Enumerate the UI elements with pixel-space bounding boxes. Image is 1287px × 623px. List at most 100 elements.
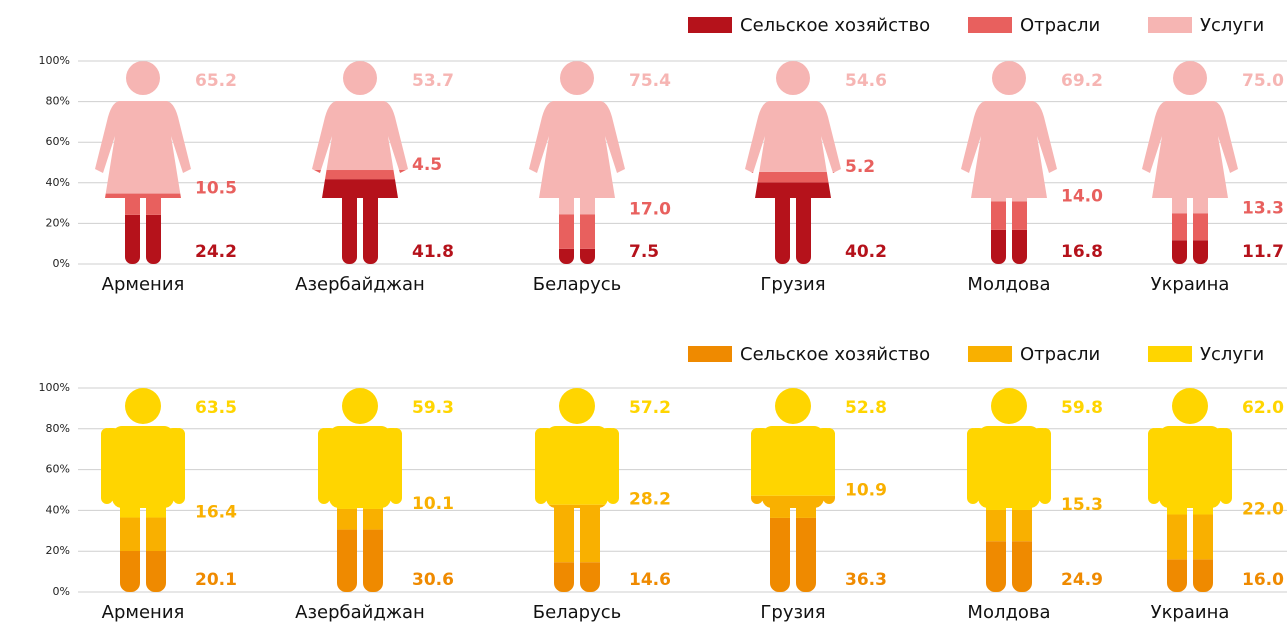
value-label: 16.8 (1061, 242, 1103, 262)
value-label: 52.8 (845, 398, 887, 418)
x-tick-label: Украина (1151, 602, 1230, 623)
segment (318, 388, 402, 509)
legend-swatch (1148, 346, 1192, 362)
y-tick-label: 80% (46, 422, 70, 435)
segment (1148, 514, 1232, 560)
y-tick-label: 60% (46, 135, 70, 148)
y-tick-label: 0% (53, 257, 70, 270)
value-label: 41.8 (412, 242, 454, 262)
y-tick-label: 20% (46, 216, 70, 229)
segment (967, 388, 1051, 510)
x-tick-label: Армения (102, 274, 185, 295)
figure (529, 61, 625, 264)
value-label: 59.8 (1061, 398, 1103, 418)
y-tick-label: 60% (46, 463, 70, 476)
figure (961, 61, 1057, 264)
segment (312, 179, 408, 264)
figure (101, 388, 185, 592)
value-label: 11.7 (1242, 242, 1284, 262)
x-tick-label: Азербайджан (295, 274, 425, 295)
y-tick-label: 40% (46, 176, 70, 189)
legend-swatch (968, 346, 1012, 362)
segment (535, 562, 619, 592)
x-tick-label: Беларусь (533, 602, 622, 623)
figure (318, 388, 402, 592)
x-tick-label: Молдова (967, 602, 1050, 623)
segment (1142, 213, 1238, 241)
segment (751, 388, 835, 496)
segment (961, 229, 1057, 264)
value-label: 30.6 (412, 570, 454, 590)
segment (318, 508, 402, 530)
value-label: 53.7 (412, 71, 454, 91)
value-label: 7.5 (629, 242, 659, 262)
x-tick-label: Украина (1151, 274, 1230, 295)
segment (1142, 240, 1238, 264)
legend-label: Сельское хозяйство (740, 15, 930, 36)
value-label: 17.0 (629, 199, 671, 219)
value-label: 62.0 (1242, 398, 1284, 418)
x-tick-label: Грузия (760, 602, 825, 623)
value-label: 20.1 (195, 570, 237, 590)
value-label: 16.4 (195, 503, 237, 523)
segment (1142, 61, 1238, 214)
value-label: 15.3 (1061, 495, 1103, 515)
segment (961, 61, 1057, 202)
value-label: 13.3 (1242, 198, 1284, 218)
segment (95, 214, 191, 264)
segment (312, 170, 408, 180)
segment (961, 201, 1057, 230)
figure (535, 388, 619, 592)
segment (751, 517, 835, 592)
figure (1142, 61, 1238, 264)
x-tick-label: Грузия (760, 274, 825, 295)
legend-label: Услуги (1200, 15, 1264, 36)
y-tick-label: 100% (39, 381, 70, 394)
x-tick-label: Молдова (967, 274, 1050, 295)
value-label: 14.0 (1061, 186, 1103, 206)
value-label: 14.6 (629, 570, 671, 590)
legend-label: Услуги (1200, 344, 1264, 365)
y-tick-label: 0% (53, 585, 70, 598)
y-tick-label: 20% (46, 544, 70, 557)
value-label: 10.1 (412, 494, 454, 514)
legend-label: Отрасли (1020, 344, 1100, 365)
segment (95, 61, 191, 194)
value-label: 75.4 (629, 71, 671, 91)
value-label: 24.9 (1061, 570, 1103, 590)
value-label: 28.2 (629, 490, 671, 510)
value-label: 5.2 (845, 157, 875, 177)
figure (1148, 388, 1232, 592)
value-label: 57.2 (629, 398, 671, 418)
value-label: 4.5 (412, 155, 442, 175)
legend-swatch (688, 17, 732, 33)
legend-swatch (688, 346, 732, 362)
segment (535, 388, 619, 505)
segment (101, 550, 185, 592)
figure (745, 61, 841, 264)
value-label: 75.0 (1242, 71, 1284, 91)
y-tick-label: 40% (46, 503, 70, 516)
figure (95, 61, 191, 264)
segment (967, 541, 1051, 592)
segment (751, 495, 835, 518)
value-label: 63.5 (195, 398, 237, 418)
value-label: 65.2 (195, 71, 237, 91)
segment (101, 388, 185, 518)
value-label: 10.9 (845, 481, 887, 501)
x-tick-label: Беларусь (533, 274, 622, 295)
value-label: 22.0 (1242, 499, 1284, 519)
segment (745, 171, 841, 183)
segment (1148, 388, 1232, 515)
value-label: 16.0 (1242, 570, 1284, 590)
x-tick-label: Армения (102, 602, 185, 623)
segment (529, 214, 625, 249)
value-label: 40.2 (845, 242, 887, 262)
value-label: 24.2 (195, 242, 237, 262)
value-label: 36.3 (845, 570, 887, 590)
legend-label: Сельское хозяйство (740, 344, 930, 365)
legend-swatch (1148, 17, 1192, 33)
segment (95, 193, 191, 215)
y-tick-label: 80% (46, 95, 70, 108)
